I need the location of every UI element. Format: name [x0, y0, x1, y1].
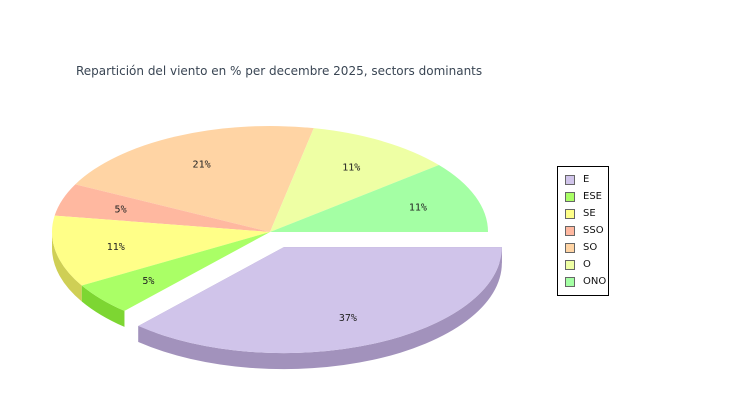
pie-slice-ono [270, 164, 488, 232]
legend-item-ese: ESE [565, 188, 608, 205]
legend-item-sso: SSO [565, 222, 608, 239]
pie-slice-side-ese [81, 285, 125, 327]
chart-title: Repartición del viento en % per decembre… [76, 64, 483, 78]
legend-item-so: SO [565, 239, 608, 256]
legend-label-ese: ESE [583, 191, 602, 202]
pie-slice-o [270, 128, 439, 232]
pie-label-so: 21% [193, 159, 211, 170]
legend-swatch-ese [565, 191, 575, 202]
pie-slice-sso [54, 184, 270, 232]
legend-label-sso: SSO [583, 225, 604, 236]
legend-label-se: SE [583, 208, 596, 219]
pie-slice-ese [81, 232, 270, 311]
pie-label-se: 11% [107, 242, 125, 253]
pie-slice-side-se [52, 232, 82, 302]
legend-label-e: E [583, 174, 590, 185]
pie-slice-so [75, 125, 314, 232]
legend-item-e: E [565, 171, 608, 188]
pie-label-e: 37% [339, 313, 357, 324]
legend-label-o: O [583, 259, 591, 270]
pie-slice-e [138, 247, 502, 354]
legend-swatch-e [565, 174, 575, 185]
legend-swatch-o [565, 259, 575, 270]
pie-slice-se [51, 215, 270, 286]
legend-item-se: SE [565, 205, 608, 222]
pie-label-ono: 11% [409, 202, 427, 213]
pie-label-sso: 5% [115, 205, 127, 216]
legend-swatch-ono [565, 276, 575, 287]
legend: E ESE SE SSO SO O ONO [557, 166, 609, 296]
pie-slice-side-e [138, 247, 502, 370]
pie-label-o: 11% [342, 163, 360, 174]
pie-label-ese: 5% [142, 276, 154, 287]
legend-swatch-so [565, 242, 575, 253]
legend-swatch-sso [565, 225, 575, 236]
legend-item-ono: ONO [565, 273, 608, 290]
legend-label-so: SO [583, 242, 598, 253]
legend-item-o: O [565, 256, 608, 273]
legend-swatch-se [565, 208, 575, 219]
legend-label-ono: ONO [583, 276, 607, 287]
